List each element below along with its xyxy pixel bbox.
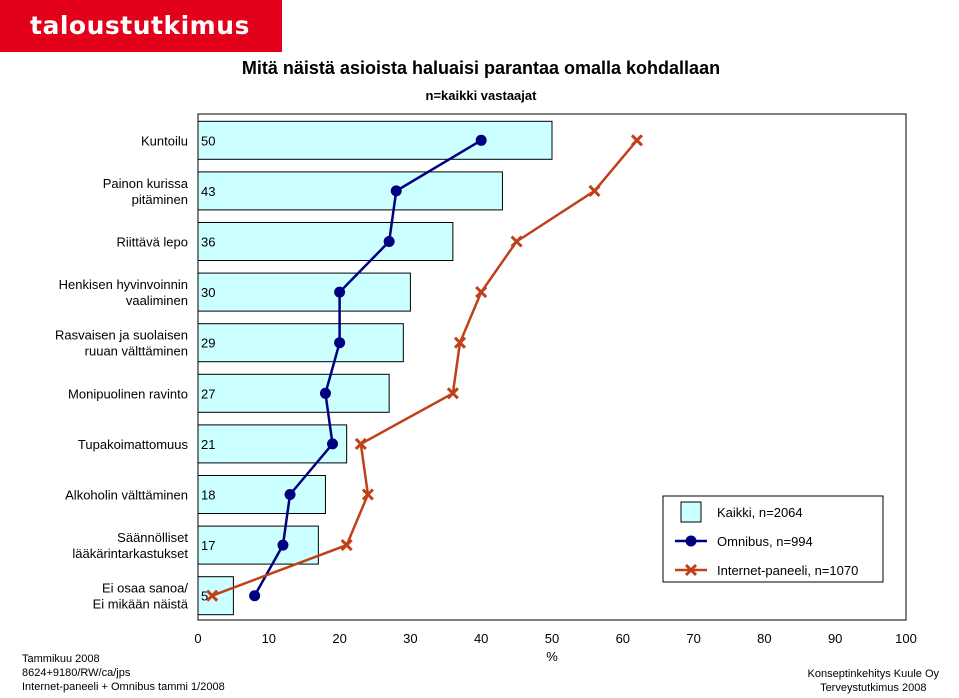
x-marker-stroke (354, 437, 367, 450)
x-marker-stroke (475, 286, 488, 299)
x-marker-stroke (361, 488, 374, 501)
footer-left: Tammikuu 2008 8624+9180/RW/ca/jps Intern… (22, 652, 225, 694)
bar (197, 171, 503, 211)
category-label: pitäminen (132, 192, 188, 207)
category-label: vaaliminen (126, 293, 188, 308)
x-tick-label: 10 (262, 631, 276, 646)
series-line (253, 139, 482, 597)
x-tick-label: 100 (895, 631, 917, 646)
x-marker-stroke (340, 539, 353, 552)
category-label: Kuntoilu (141, 133, 188, 148)
series-line (211, 139, 638, 597)
category-label: lääkärintarkastukset (72, 546, 188, 561)
data-point (510, 235, 523, 248)
x-tick-label: 20 (332, 631, 346, 646)
data-label: 30 (201, 285, 215, 300)
legend-marker (684, 563, 698, 577)
company-logo: taloustutkimus oy (0, 0, 282, 92)
plot-frame (197, 113, 907, 621)
category-label: Henkisen hyvinvoinnin (59, 277, 188, 292)
legend-item: Kaikki, n=2064 (680, 501, 803, 523)
category-label: Alkoholin välttäminen (65, 488, 188, 503)
category-label: Ei mikään näistä (93, 597, 189, 612)
x-marker-stroke (630, 134, 644, 147)
bar (197, 373, 390, 413)
data-point (383, 236, 395, 247)
x-marker-stroke (453, 336, 467, 349)
chart-title: Mitä näistä asioista haluaisi parantaa o… (241, 58, 721, 78)
footer-left-line: Tammikuu 2008 (22, 653, 100, 665)
category-label: Riittävä lepo (116, 235, 188, 250)
bar (197, 525, 319, 565)
x-marker-stroke (588, 184, 601, 197)
data-point (446, 387, 459, 400)
data-label: 29 (201, 336, 215, 351)
bar (197, 475, 326, 514)
bar (197, 120, 553, 160)
footer-right-line: Konseptinkehitys Kuule Oy (807, 668, 939, 680)
footer-right-line: Terveystutkimus 2008 (820, 682, 927, 694)
data-point (340, 539, 353, 552)
category-label: Säännölliset (117, 530, 188, 545)
category-label: ruuan välttäminen (85, 344, 188, 359)
x-tick-label: 60 (616, 631, 630, 646)
category-label: Painon kurissa (103, 176, 189, 191)
data-point (284, 489, 296, 500)
data-point (475, 286, 488, 299)
x-tick-label: 50 (545, 631, 559, 646)
legend-item: Omnibus, n=994 (675, 534, 813, 549)
data-point (277, 539, 289, 551)
data-point (334, 286, 346, 298)
footer-left-line: Internet-paneeli + Omnibus tammi 1/2008 (22, 681, 225, 693)
legend-item: Internet-paneeli, n=1070 (675, 563, 858, 578)
legend-swatch (680, 501, 702, 523)
data-point (334, 337, 346, 349)
data-point (206, 589, 219, 602)
x-marker-stroke (446, 387, 459, 400)
category-label: Monipuolinen ravinto (68, 386, 188, 401)
x-tick-label: 90 (828, 631, 842, 646)
data-label: 18 (201, 488, 215, 503)
data-label: 43 (201, 184, 215, 199)
x-tick-label: 30 (403, 631, 417, 646)
data-point (361, 488, 374, 501)
category-label: Rasvaisen ja suolaisen (55, 328, 188, 343)
data-point (354, 437, 367, 450)
data-label: 17 (201, 538, 215, 553)
data-point (249, 590, 261, 602)
x-axis-label: % (546, 649, 558, 664)
x-marker-stroke (206, 589, 219, 602)
legend-label: Omnibus, n=994 (717, 534, 813, 549)
data-point (588, 184, 601, 197)
data-point (630, 134, 644, 147)
category-label: Ei osaa sanoa/ (102, 581, 188, 596)
data-point (475, 134, 487, 146)
legend-label: Internet-paneeli, n=1070 (717, 563, 858, 578)
x-tick-label: 0 (194, 631, 201, 646)
data-label: 36 (201, 235, 215, 250)
data-point (390, 185, 402, 197)
data-point (327, 438, 339, 450)
legend-marker (685, 535, 697, 547)
data-label: 5 (201, 589, 208, 604)
data-point (319, 387, 331, 399)
category-label: Tupakoimattomuus (78, 437, 189, 452)
footer-right: Konseptinkehitys Kuule Oy Terveystutkimu… (808, 667, 939, 695)
legend-label: Kaikki, n=2064 (717, 505, 803, 520)
data-point (453, 336, 467, 349)
bar (197, 424, 348, 464)
x-tick-label: 70 (686, 631, 700, 646)
bar (197, 272, 411, 312)
data-label: 21 (201, 437, 215, 452)
data-label: 50 (201, 133, 215, 148)
x-tick-label: 40 (474, 631, 488, 646)
x-marker-stroke (510, 235, 523, 248)
chart-subtitle: n=kaikki vastaajat (425, 88, 537, 103)
bar (197, 323, 404, 363)
footer-left-line: 8624+9180/RW/ca/jps (22, 667, 131, 679)
x-tick-label: 80 (757, 631, 771, 646)
bar (197, 222, 454, 261)
data-label: 27 (201, 386, 215, 401)
